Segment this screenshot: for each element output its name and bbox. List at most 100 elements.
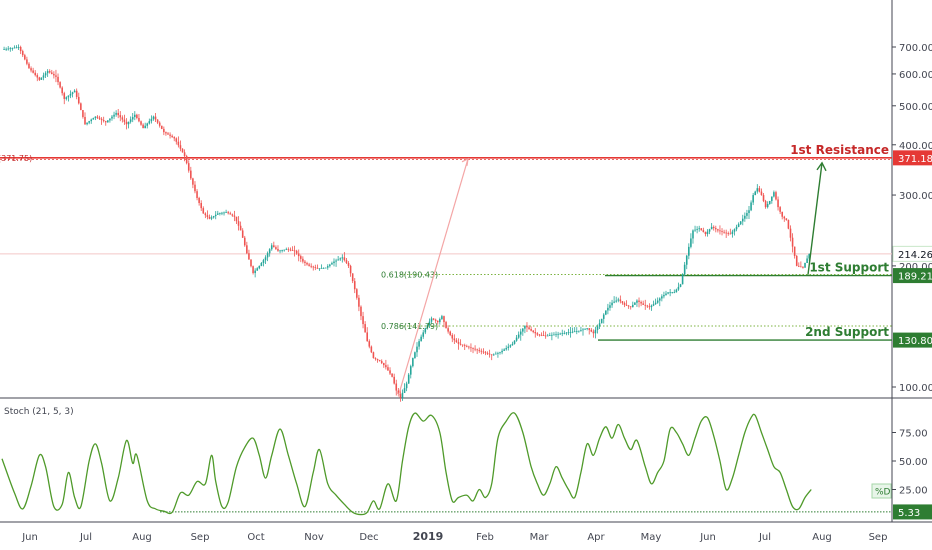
candle-body	[648, 306, 651, 308]
time-tick-label: Jun	[699, 532, 716, 543]
candle-body	[374, 358, 377, 360]
candle-body	[273, 245, 275, 248]
candle-body	[600, 318, 603, 324]
candle-body	[789, 228, 792, 238]
candle-body	[179, 145, 182, 149]
candle-body	[499, 352, 501, 354]
candle-body	[578, 330, 580, 332]
candle-body	[335, 260, 337, 262]
candle-body	[532, 330, 534, 332]
candle-body	[55, 75, 57, 77]
candle-body	[522, 328, 524, 332]
candle-body	[480, 350, 483, 352]
candle-body	[575, 331, 578, 332]
candle-body	[565, 332, 568, 334]
candle-body	[358, 297, 360, 307]
candle-body	[277, 248, 279, 251]
candle-body	[777, 199, 779, 208]
candle-body	[115, 112, 117, 115]
candle-body	[42, 75, 45, 78]
candle-body	[200, 202, 202, 209]
candle-body	[24, 55, 26, 60]
stoch-d-line	[1, 412, 812, 516]
candle-body	[787, 220, 790, 229]
candle-body	[665, 293, 667, 295]
candle-body	[416, 346, 418, 353]
price-tick-label: 300.00	[899, 191, 932, 202]
candle-body	[596, 326, 599, 330]
candle-body	[636, 300, 638, 303]
candle-body	[142, 124, 144, 129]
candle-body	[154, 116, 157, 120]
candle-body	[737, 224, 740, 227]
candle-body	[673, 292, 676, 294]
candle-body	[407, 374, 410, 384]
candle-body	[403, 388, 406, 393]
candle-body	[204, 213, 207, 216]
candle-body	[160, 125, 163, 129]
candle-body	[621, 301, 624, 304]
first-support-label: 1st Support	[809, 261, 889, 275]
candle-body	[233, 215, 236, 217]
candle-body	[316, 267, 319, 269]
candle-body	[349, 265, 352, 274]
candle-body	[447, 328, 449, 332]
candle-body	[9, 48, 12, 50]
candle-body	[457, 342, 460, 344]
candle-body	[175, 138, 178, 142]
candle-body	[364, 324, 366, 333]
candle-body	[544, 335, 547, 337]
candle-body	[65, 97, 68, 99]
candle-body	[51, 72, 53, 74]
time-tick-label: Apr	[587, 532, 605, 543]
candle-body	[264, 257, 267, 261]
candle-body	[466, 345, 468, 347]
candle-body	[69, 93, 72, 96]
candle-body	[337, 259, 339, 261]
candle-body	[210, 217, 213, 219]
candle-body	[86, 122, 88, 125]
candle-body	[412, 358, 414, 367]
candle-body	[752, 195, 754, 203]
candle-body	[683, 264, 686, 275]
candle-body	[661, 296, 663, 299]
candle-body	[389, 370, 391, 374]
candle-body	[681, 274, 684, 285]
candle-body	[248, 253, 250, 260]
candle-body	[640, 301, 642, 304]
candle-body	[183, 152, 186, 157]
candle-body	[395, 383, 398, 391]
candle-body	[362, 316, 364, 325]
candle-body	[580, 330, 582, 331]
price-tick-label: 500.00	[899, 102, 932, 113]
candle-body	[650, 305, 653, 308]
candle-body	[569, 331, 572, 333]
candle-body	[73, 90, 76, 93]
candle-body	[642, 303, 644, 305]
candle-body	[36, 75, 39, 78]
target-arrowhead	[816, 161, 827, 172]
candle-body	[451, 334, 454, 339]
candle-body	[121, 117, 124, 120]
candle-body	[102, 119, 105, 122]
candle-body	[252, 266, 254, 274]
candle-body	[107, 120, 109, 123]
candle-body	[169, 134, 171, 136]
candle-body	[428, 321, 431, 325]
osc-series-badge: %D	[875, 488, 891, 498]
candle-body	[347, 263, 350, 266]
candle-body	[34, 72, 36, 76]
candle-body	[766, 204, 769, 208]
candle-body	[486, 352, 489, 354]
time-tick-label: Sep	[869, 532, 888, 543]
candle-body	[607, 307, 609, 311]
candle-body	[638, 300, 640, 302]
candle-body	[370, 346, 373, 353]
candle-body	[177, 141, 180, 146]
candle-body	[434, 319, 437, 321]
candle-body	[773, 192, 775, 197]
candle-body	[254, 270, 256, 274]
candle-body	[192, 178, 194, 185]
candle-body	[320, 268, 323, 269]
